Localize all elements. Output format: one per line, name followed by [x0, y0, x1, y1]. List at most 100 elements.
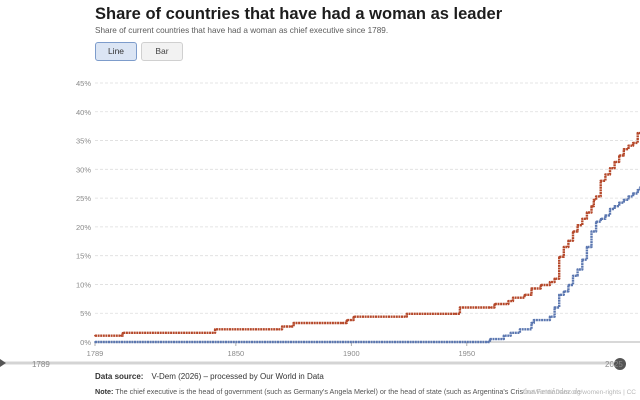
series-line-0: [95, 131, 640, 337]
series-point-0: [119, 334, 122, 337]
series-point-1: [609, 208, 611, 210]
series-point-0: [121, 331, 124, 334]
series-point-0: [558, 255, 561, 258]
series-point-1: [618, 201, 621, 204]
chart-subtitle: Share of current countries that have had…: [95, 26, 389, 35]
series-point-1: [519, 328, 521, 331]
series-point-1: [636, 189, 639, 191]
series-point-1: [613, 205, 616, 208]
series-point-1: [509, 331, 512, 334]
series-point-1: [599, 217, 602, 220]
chart-title: Share of countries that have had a woman…: [95, 5, 503, 23]
series-point-1: [549, 315, 551, 318]
series-point-1: [576, 268, 579, 271]
series-point-0: [595, 195, 598, 198]
series-point-0: [636, 132, 639, 134]
y-tick-label: 0%: [80, 338, 91, 347]
series-point-1: [500, 338, 503, 341]
y-tick-label: 10%: [76, 280, 91, 289]
y-tick-label: 45%: [76, 79, 91, 88]
series-point-1: [585, 246, 588, 248]
series-point-1: [558, 293, 561, 296]
y-tick-label: 30%: [76, 165, 91, 174]
x-tick-label: 1950: [458, 349, 475, 358]
series-point-1: [532, 319, 535, 322]
series-point-1: [632, 192, 634, 195]
x-tick-label: 1850: [228, 349, 245, 358]
series-point-1: [486, 341, 489, 343]
series-point-0: [576, 224, 579, 227]
y-tick-label: 20%: [76, 223, 91, 232]
series-point-1: [502, 334, 505, 337]
series-point-1: [567, 284, 570, 286]
series-point-0: [214, 328, 216, 331]
series-point-0: [567, 239, 570, 242]
series-point-0: [553, 277, 556, 280]
series-line-1: [95, 187, 640, 344]
series-point-0: [352, 315, 355, 318]
series-point-0: [341, 322, 343, 324]
series-point-0: [622, 148, 625, 151]
series-point-0: [405, 312, 408, 315]
series-point-0: [627, 144, 630, 147]
series-point-0: [292, 322, 295, 324]
license-link[interactable]: OurWorldinData.org/women-rights | CC: [522, 389, 636, 396]
timeline-end-handle: [613, 357, 627, 371]
series-point-0: [94, 334, 96, 337]
series-point-1: [595, 220, 598, 223]
tab-bar[interactable]: Bar: [141, 42, 183, 61]
y-tick-label: 25%: [76, 194, 91, 203]
chart-view-tabs: Line Bar: [95, 42, 183, 61]
data-source: Data source: V-Dem (2026) – processed by …: [95, 372, 324, 381]
series-point-1: [622, 198, 625, 201]
x-tick-label: 1900: [343, 349, 360, 358]
series-point-1: [572, 274, 574, 277]
series-point-0: [281, 325, 283, 328]
series-point-1: [627, 195, 630, 198]
series-point-0: [562, 246, 565, 248]
y-tick-label: 5%: [80, 309, 91, 318]
series-point-0: [523, 293, 526, 296]
series-point-1: [562, 290, 565, 293]
series-point-1: [590, 230, 593, 233]
timeline-end-label: 2025: [605, 360, 623, 369]
series-point-1: [604, 214, 607, 217]
series-point-0: [493, 303, 496, 305]
y-tick-label: 35%: [76, 137, 91, 146]
data-source-text: V-Dem (2026) – processed by Our World in…: [151, 372, 324, 381]
series-point-0: [581, 217, 584, 220]
series-point-0: [609, 167, 611, 170]
note-label: Note:: [95, 387, 114, 396]
series-point-0: [507, 300, 510, 303]
series-point-0: [572, 230, 574, 233]
series-point-0: [618, 154, 621, 157]
series-point-0: [276, 328, 279, 331]
series-point-0: [632, 141, 634, 144]
series-point-1: [94, 341, 96, 343]
series-point-1: [530, 322, 533, 324]
timeline-play-icon: [0, 359, 6, 367]
series-point-0: [512, 296, 514, 299]
series-point-0: [290, 325, 293, 328]
series-point-0: [549, 281, 551, 284]
series-point-1: [488, 338, 491, 341]
series-point-0: [345, 319, 348, 322]
timeline-start-label: 1789: [32, 360, 50, 369]
tab-line[interactable]: Line: [95, 42, 137, 61]
series-point-0: [488, 306, 491, 309]
series-point-0: [613, 160, 616, 163]
series-point-0: [401, 315, 404, 318]
x-tick-label: 1789: [87, 349, 104, 358]
y-tick-label: 15%: [76, 252, 91, 261]
data-source-label: Data source:: [95, 372, 144, 381]
series-point-0: [604, 173, 607, 176]
series-point-0: [539, 284, 542, 286]
series-point-0: [502, 303, 505, 305]
series-point-0: [211, 331, 214, 334]
y-tick-label: 40%: [76, 108, 91, 117]
series-point-1: [581, 258, 584, 261]
chart-note: Note: The chief executive is the head of…: [95, 387, 581, 396]
series-point-0: [350, 319, 353, 322]
series-point-1: [553, 306, 556, 309]
